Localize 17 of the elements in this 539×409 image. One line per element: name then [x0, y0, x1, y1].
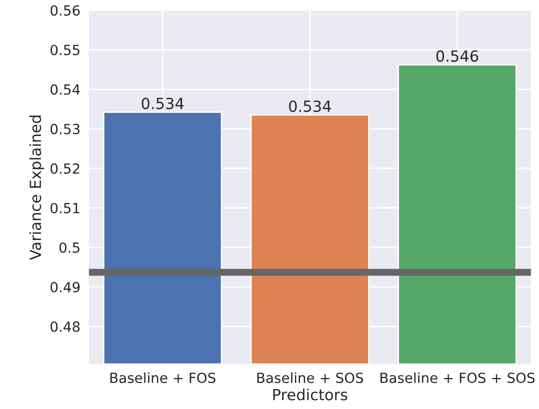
x-tick-label: Baseline + FOS + SOS [380, 372, 535, 384]
x-tick-label: Baseline + SOS [257, 372, 364, 384]
y-tick-label: 0.5 [59, 242, 80, 253]
data-label: 0.534 [142, 98, 184, 110]
y-tick-label: 0.48 [50, 321, 80, 332]
data-label: 0.534 [289, 100, 331, 112]
data-label: 0.546 [436, 50, 478, 62]
y-tick-label: 0.54 [50, 84, 80, 95]
y-tick-label: 0.49 [50, 282, 80, 292]
y-tick-label: 0.56 [50, 5, 80, 16]
y-tick-label: 0.55 [50, 44, 80, 56]
y-tick-label: 0.52 [50, 163, 80, 174]
y-axis-title: Variance Explained [29, 116, 44, 260]
y-tick-label: 0.53 [50, 124, 80, 134]
y-tick-label: 0.51 [50, 202, 80, 214]
x-tick-label: Baseline + FOS [110, 372, 216, 384]
x-axis-title: Predictors [273, 388, 348, 400]
